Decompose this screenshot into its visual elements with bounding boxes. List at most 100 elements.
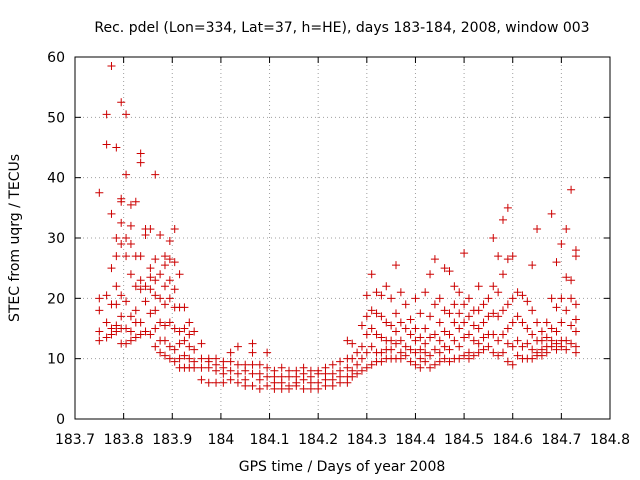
data-point (479, 345, 488, 354)
data-point (357, 321, 366, 330)
data-point (117, 291, 126, 300)
data-point (190, 327, 199, 336)
data-point (416, 345, 425, 354)
data-point (455, 342, 464, 351)
data-point (377, 291, 386, 300)
y-tick-label: 40 (47, 171, 65, 187)
data-point (503, 324, 512, 333)
data-point (263, 381, 272, 390)
data-point (460, 300, 469, 309)
data-point (156, 270, 165, 279)
data-point (416, 333, 425, 342)
data-point (440, 354, 449, 363)
data-point (542, 348, 551, 357)
data-point (146, 273, 155, 282)
data-point (136, 158, 145, 167)
data-point (430, 300, 439, 309)
data-point (122, 297, 131, 306)
data-point (406, 357, 415, 366)
data-point (185, 354, 194, 363)
data-point (151, 170, 160, 179)
data-point (233, 369, 242, 378)
x-tick-label: 184.6 (493, 432, 533, 448)
data-point (479, 318, 488, 327)
data-point (528, 330, 537, 339)
data-point (401, 324, 410, 333)
data-point (533, 318, 542, 327)
data-point (474, 306, 483, 315)
data-point (136, 252, 145, 261)
data-point (263, 372, 272, 381)
data-point (180, 303, 189, 312)
data-point (440, 264, 449, 273)
data-point (440, 327, 449, 336)
data-point (411, 324, 420, 333)
data-point (175, 270, 184, 279)
data-point (411, 336, 420, 345)
data-point (255, 360, 264, 369)
data-point (219, 378, 228, 387)
data-point (489, 234, 498, 242)
data-point (102, 318, 111, 327)
data-point (277, 363, 286, 372)
data-point (455, 288, 464, 297)
data-point (416, 363, 425, 372)
data-point (494, 252, 503, 261)
data-point (126, 327, 135, 336)
data-point (508, 342, 517, 351)
data-point (226, 357, 235, 366)
y-tick-label: 30 (47, 231, 65, 247)
data-point (464, 312, 473, 321)
data-point (503, 357, 512, 366)
data-point (299, 375, 308, 384)
data-point (503, 300, 512, 309)
data-point (212, 366, 221, 375)
data-point (357, 342, 366, 351)
data-point (455, 309, 464, 318)
data-point (499, 215, 507, 224)
x-axis-title: GPS time / Days of year 2008 (239, 459, 446, 475)
data-point (567, 339, 576, 348)
data-point (489, 348, 498, 357)
data-point (170, 224, 179, 233)
data-point (571, 252, 580, 261)
data-point (136, 285, 145, 294)
x-tick-label: 183.7 (55, 432, 95, 448)
data-point (387, 345, 396, 354)
data-point (377, 348, 386, 357)
y-axis-title: STEC from uqrg / TECUs (7, 154, 23, 322)
data-point (146, 224, 155, 233)
chart-title: Rec. pdel (Lon=334, Lat=37, h=HE), days … (94, 20, 589, 36)
data-point (552, 303, 561, 312)
y-tick-label: 0 (56, 412, 65, 428)
data-point (131, 197, 140, 206)
data-point (343, 378, 352, 387)
data-point (165, 276, 174, 285)
data-point (141, 230, 150, 239)
data-point (474, 339, 483, 348)
data-point (255, 384, 264, 393)
data-point (102, 291, 111, 300)
data-point (241, 381, 250, 390)
data-point (537, 351, 546, 360)
data-point (387, 294, 396, 303)
data-point (248, 381, 257, 390)
data-point (372, 309, 381, 318)
data-point (117, 98, 126, 107)
data-point (523, 297, 532, 306)
data-point (160, 282, 169, 291)
data-point (430, 360, 439, 369)
y-tick-label: 10 (47, 352, 65, 368)
data-point (362, 348, 371, 357)
data-point (426, 312, 435, 321)
data-point (141, 327, 150, 336)
data-point (165, 294, 174, 303)
data-point (212, 378, 221, 387)
data-point (455, 354, 464, 363)
data-point (348, 354, 357, 363)
data-point (508, 360, 517, 369)
data-point (136, 149, 145, 158)
x-tick-label: 184.7 (541, 432, 581, 448)
data-point (112, 327, 121, 336)
data-point (489, 309, 498, 318)
